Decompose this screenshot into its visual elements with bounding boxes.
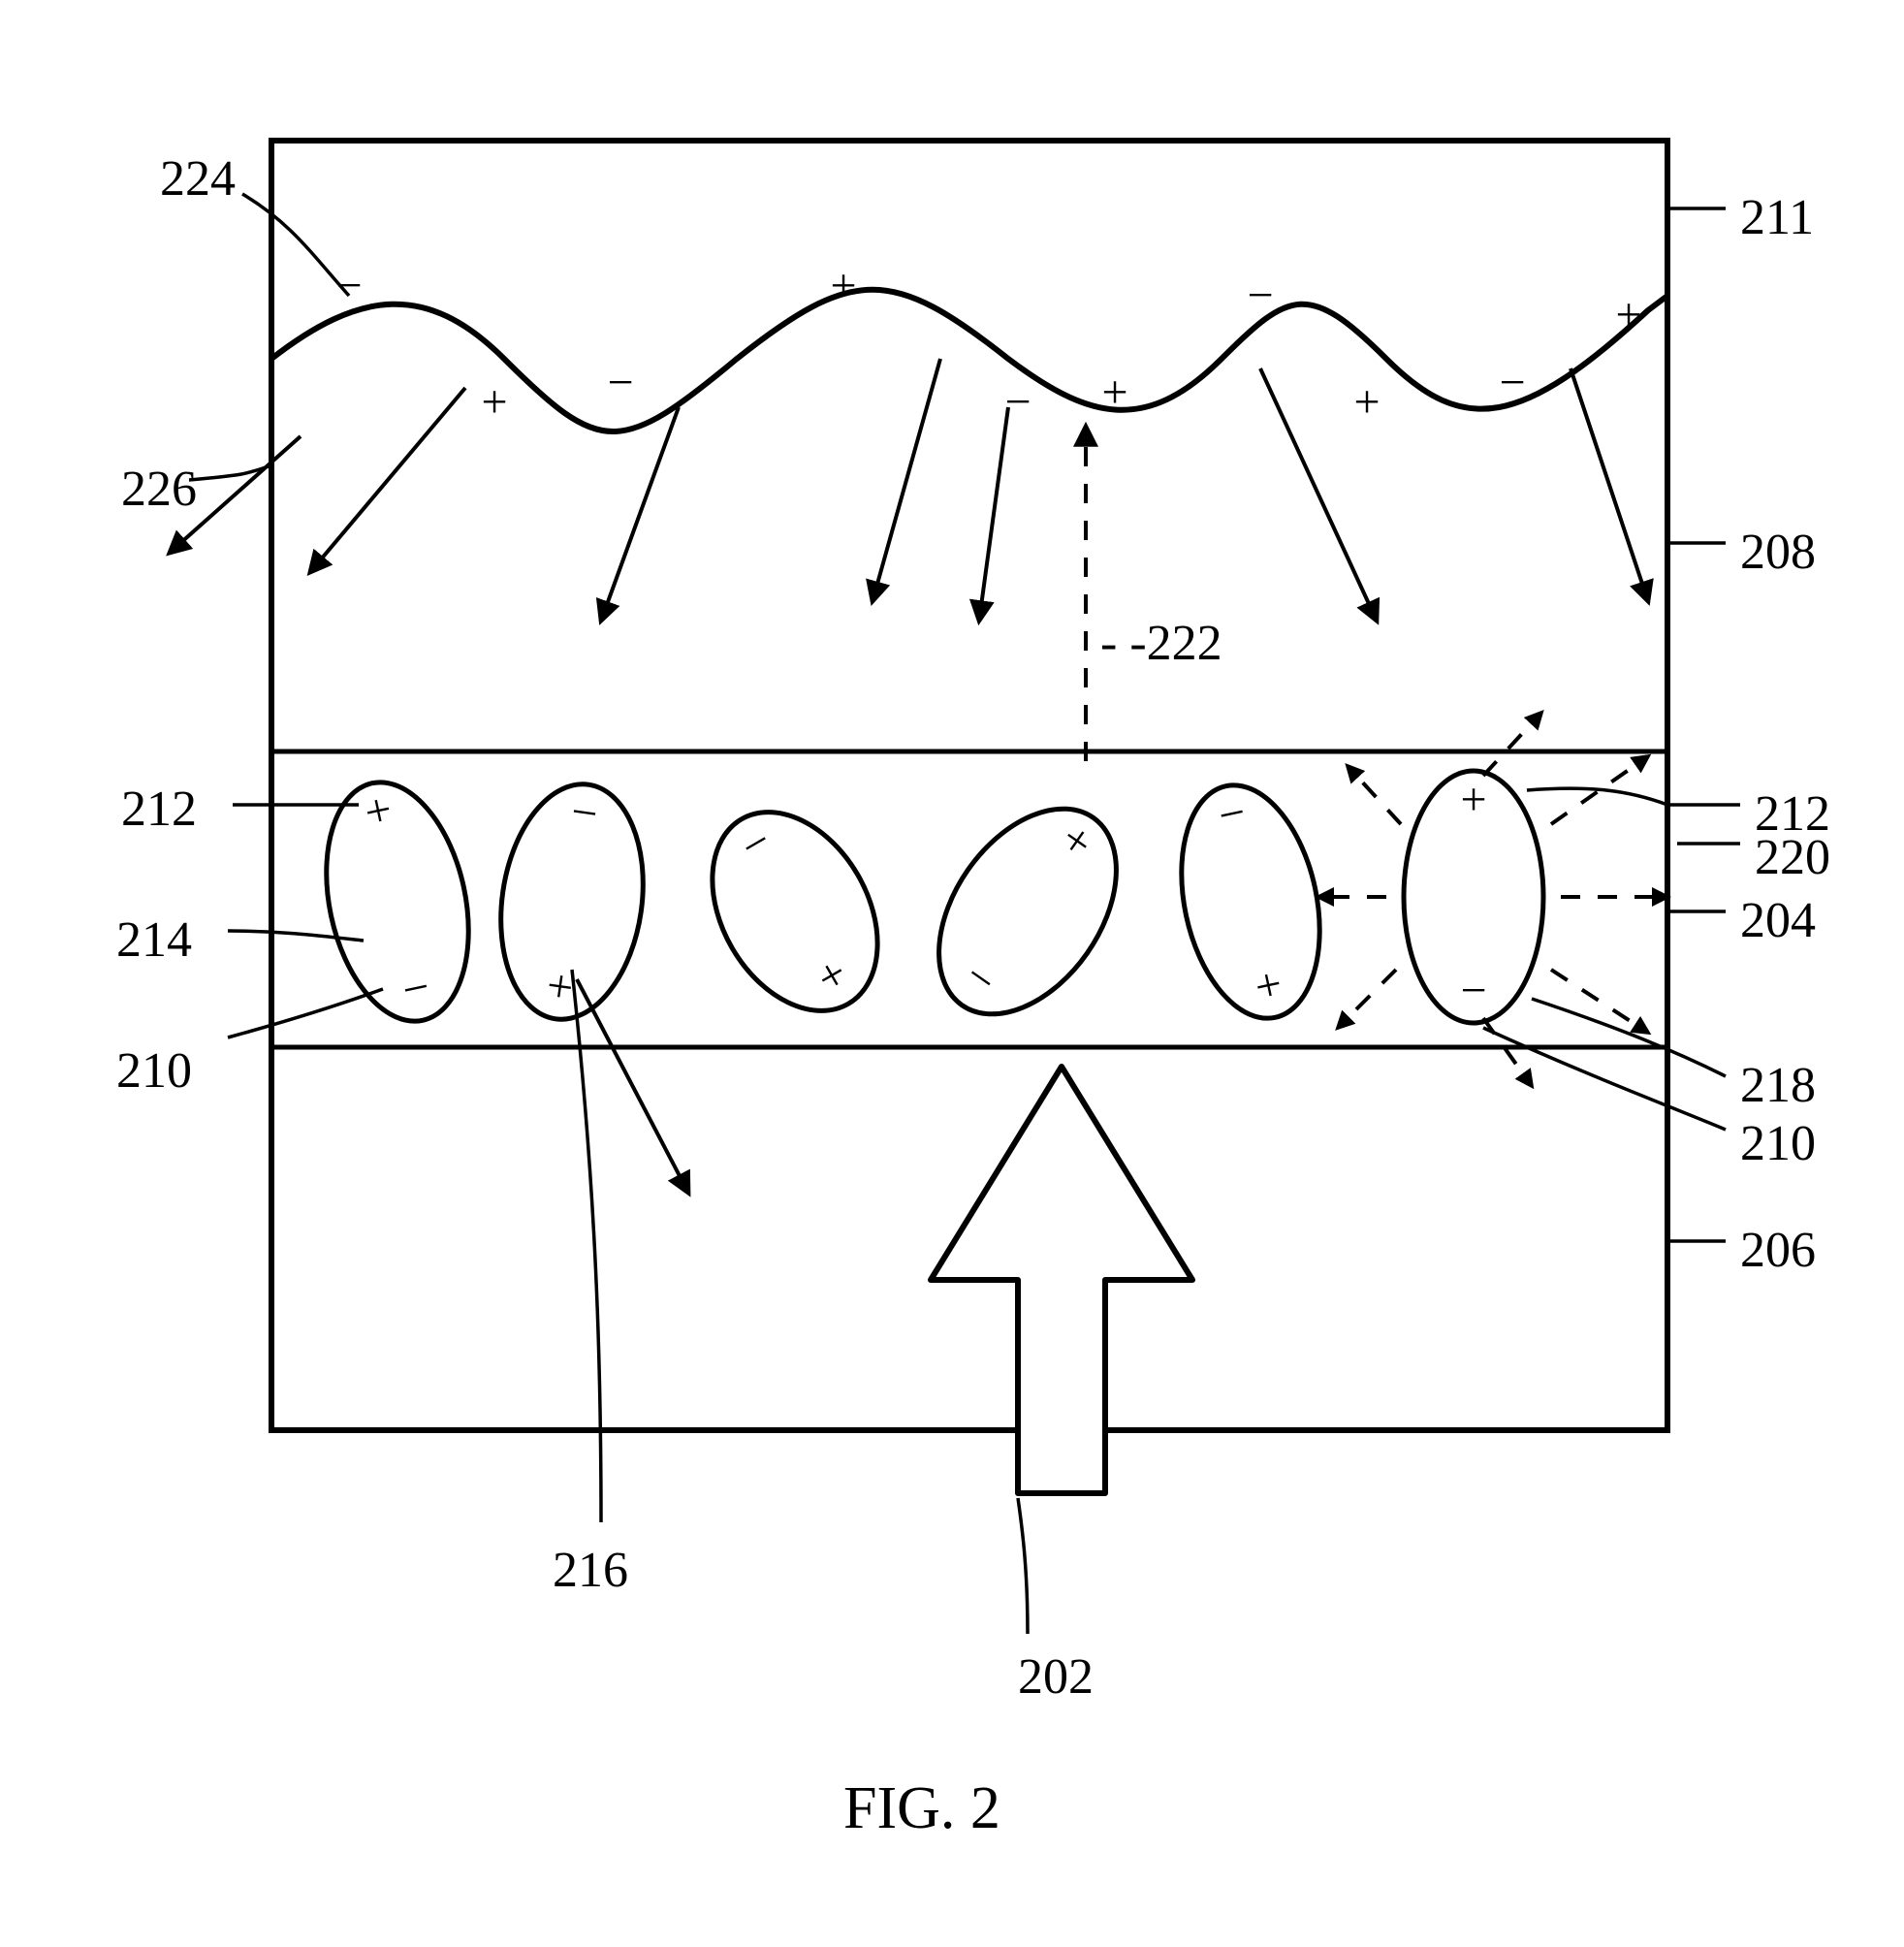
svg-text:−: − [397,961,434,1016]
ref-label: 214 [116,911,192,969]
ref-label: 210 [1740,1115,1816,1172]
figure-caption: FIG. 2 [843,1774,1000,1843]
diagram-svg: −+−+−+−+−+- -222+−−+−++−−++− [0,0,1904,1947]
svg-text:+: + [1251,958,1287,1013]
svg-text:- -222: - -222 [1100,616,1222,671]
ref-label: 208 [1740,524,1816,581]
svg-text:−: − [1214,786,1251,842]
svg-text:+: + [481,376,507,428]
svg-text:+: + [1051,813,1102,870]
svg-text:−: − [1004,376,1031,428]
svg-text:+: + [1101,367,1127,418]
ref-label: 202 [1018,1648,1094,1706]
svg-text:+: + [830,260,856,311]
svg-text:+: + [1460,774,1486,825]
ref-label: 211 [1740,189,1814,246]
figure-stage: −+−+−+−+−+- -222+−−+−++−−++− FIG. 2 2242… [0,0,1904,1947]
ref-label: 204 [1740,892,1816,949]
svg-text:−: − [1460,965,1486,1016]
svg-text:−: − [1247,270,1273,321]
svg-text:+: + [1353,376,1380,428]
ref-label: 210 [116,1042,192,1100]
ref-label: 226 [121,461,197,518]
svg-text:−: − [732,815,780,873]
svg-text:−: − [607,357,633,408]
svg-text:−: − [1499,357,1525,408]
svg-text:+: + [544,960,577,1014]
svg-text:−: − [955,950,1006,1007]
ref-label: 216 [553,1542,628,1599]
ref-label: 206 [1740,1222,1816,1279]
svg-text:+: + [360,783,397,839]
svg-text:−: − [568,785,601,840]
svg-text:+: + [1615,289,1641,340]
ref-label: 218 [1740,1057,1816,1114]
ref-label: 224 [160,150,236,207]
ref-label: 220 [1755,829,1830,886]
ref-label: 212 [121,781,197,838]
svg-text:+: + [808,947,856,1005]
